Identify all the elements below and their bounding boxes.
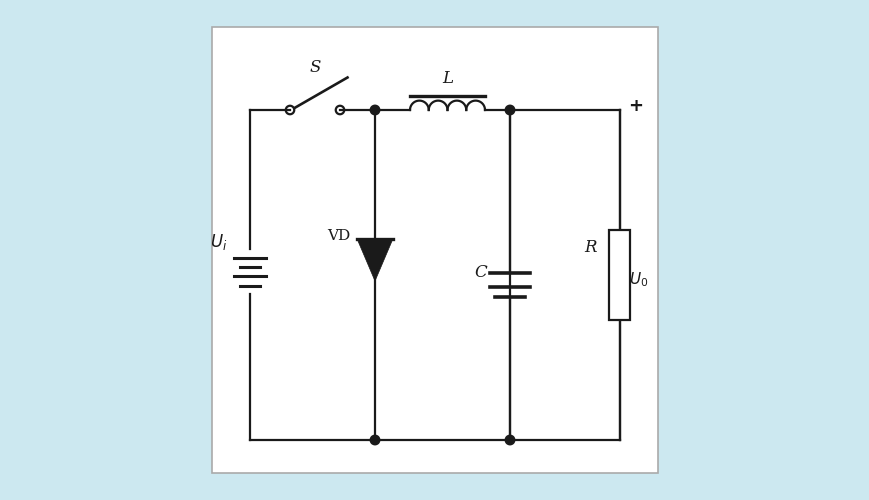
Text: C: C <box>474 264 487 281</box>
Text: S: S <box>309 59 321 76</box>
Text: $U_i$: $U_i$ <box>210 232 228 252</box>
Text: +: + <box>627 97 643 115</box>
Circle shape <box>370 106 379 115</box>
Text: $U_0$: $U_0$ <box>628 270 648 289</box>
Text: L: L <box>441 70 453 86</box>
Circle shape <box>370 435 379 445</box>
Text: VD: VD <box>327 230 350 243</box>
FancyBboxPatch shape <box>212 28 657 472</box>
Bar <box>609 230 630 320</box>
Text: R: R <box>584 239 596 256</box>
Circle shape <box>505 106 514 115</box>
Circle shape <box>505 435 514 445</box>
Polygon shape <box>357 239 393 281</box>
